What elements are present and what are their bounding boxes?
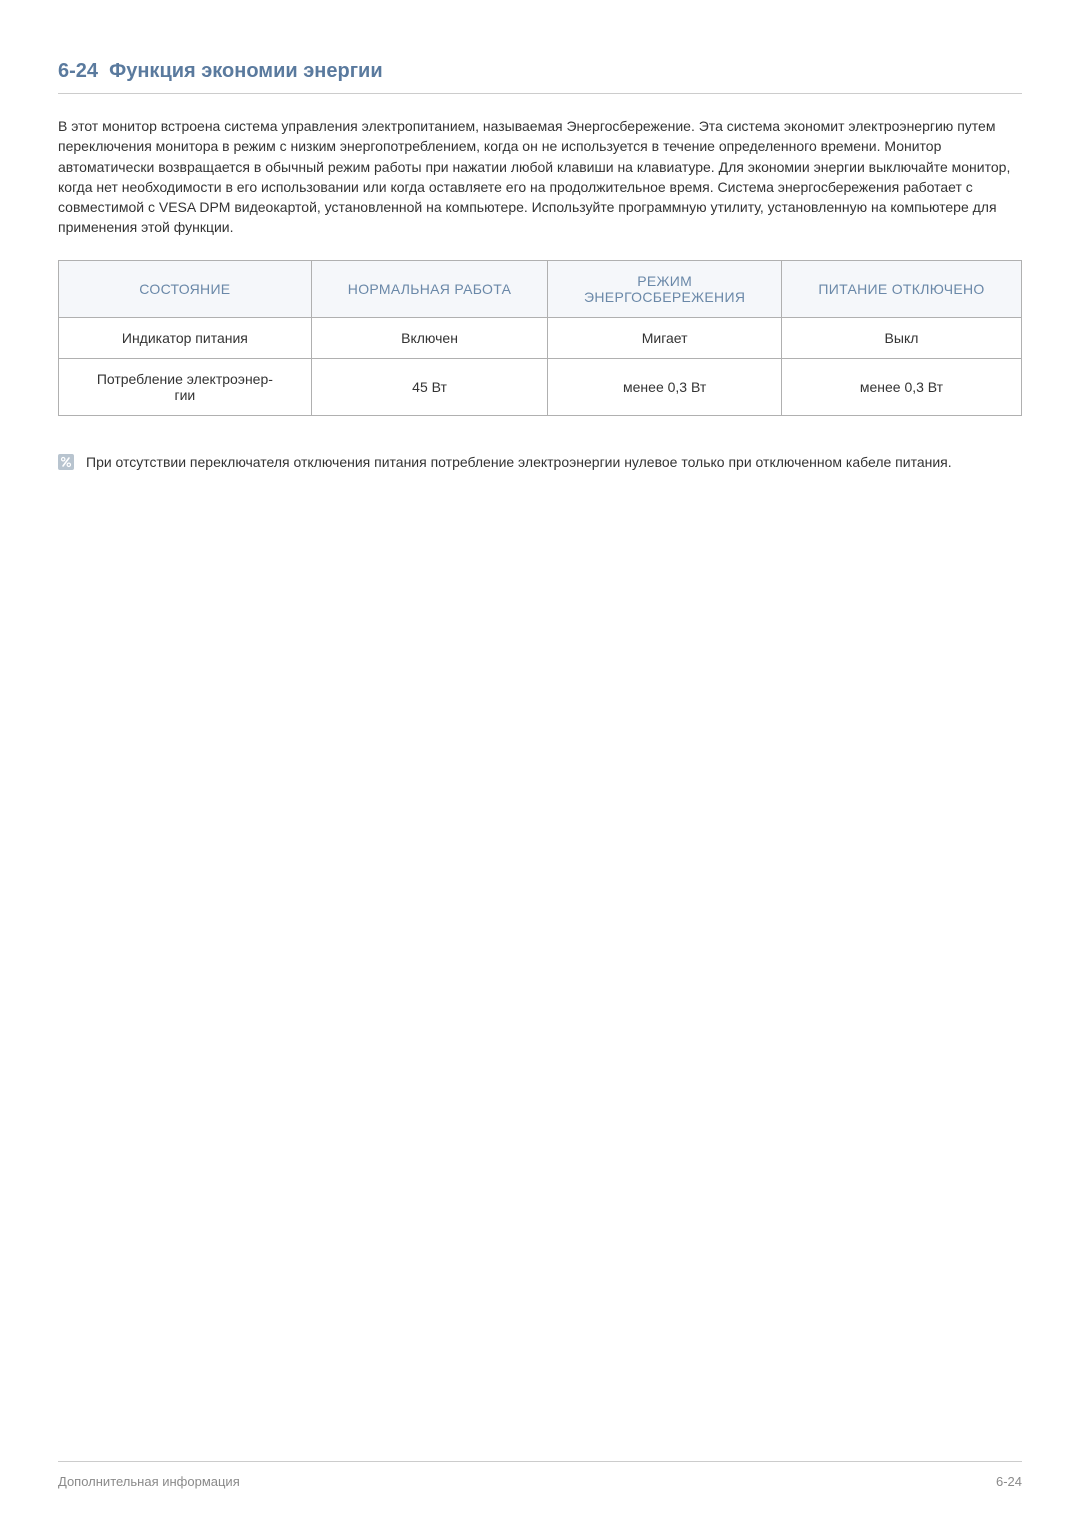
table-header-row: СОСТОЯНИЕ НОРМАЛЬНАЯ РАБОТА РЕЖИМ ЭНЕРГО…	[59, 260, 1022, 317]
table-row: Потребление электроэнер- гии 45 Вт менее…	[59, 358, 1022, 415]
cell-indicator-label: Индикатор питания	[59, 317, 312, 358]
header-off: ПИТАНИЕ ОТКЛЮЧЕНО	[781, 260, 1021, 317]
section-number: 6-24	[58, 60, 98, 82]
section-title: Функция экономии энергии	[109, 60, 382, 82]
note-text: При отсутствии переключателя отключения …	[86, 452, 952, 472]
cell-indicator-off: Выкл	[781, 317, 1021, 358]
cell-indicator-ps: Мигает	[548, 317, 782, 358]
page-footer: Дополнительная информация 6-24	[58, 1461, 1022, 1489]
cell-consumption-normal: 45 Вт	[311, 358, 548, 415]
footer-right: 6-24	[996, 1474, 1022, 1489]
cell-consumption-line2: гии	[175, 387, 196, 403]
page-content: 6-24 Функция экономии энергии В этот мон…	[0, 0, 1080, 472]
cell-consumption-off: менее 0,3 Вт	[781, 358, 1021, 415]
header-state: СОСТОЯНИЕ	[59, 260, 312, 317]
table-row: Индикатор питания Включен Мигает Выкл	[59, 317, 1022, 358]
note-icon	[58, 454, 74, 470]
cell-indicator-normal: Включен	[311, 317, 548, 358]
footer-left: Дополнительная информация	[58, 1474, 240, 1489]
cell-consumption-ps: менее 0,3 Вт	[548, 358, 782, 415]
cell-consumption-line1: Потребление электроэнер-	[97, 371, 273, 387]
header-powersave: РЕЖИМ ЭНЕРГОСБЕРЕЖЕНИЯ	[548, 260, 782, 317]
cell-consumption-label: Потребление электроэнер- гии	[59, 358, 312, 415]
header-normal: НОРМАЛЬНАЯ РАБОТА	[311, 260, 548, 317]
header-powersave-line1: РЕЖИМ	[637, 273, 692, 289]
intro-paragraph: В этот монитор встроена система управлен…	[58, 116, 1022, 238]
note-block: При отсутствии переключателя отключения …	[58, 452, 1022, 472]
header-powersave-line2: ЭНЕРГОСБЕРЕЖЕНИЯ	[584, 289, 745, 305]
section-heading: 6-24 Функция экономии энергии	[58, 60, 1022, 94]
power-table: СОСТОЯНИЕ НОРМАЛЬНАЯ РАБОТА РЕЖИМ ЭНЕРГО…	[58, 260, 1022, 416]
